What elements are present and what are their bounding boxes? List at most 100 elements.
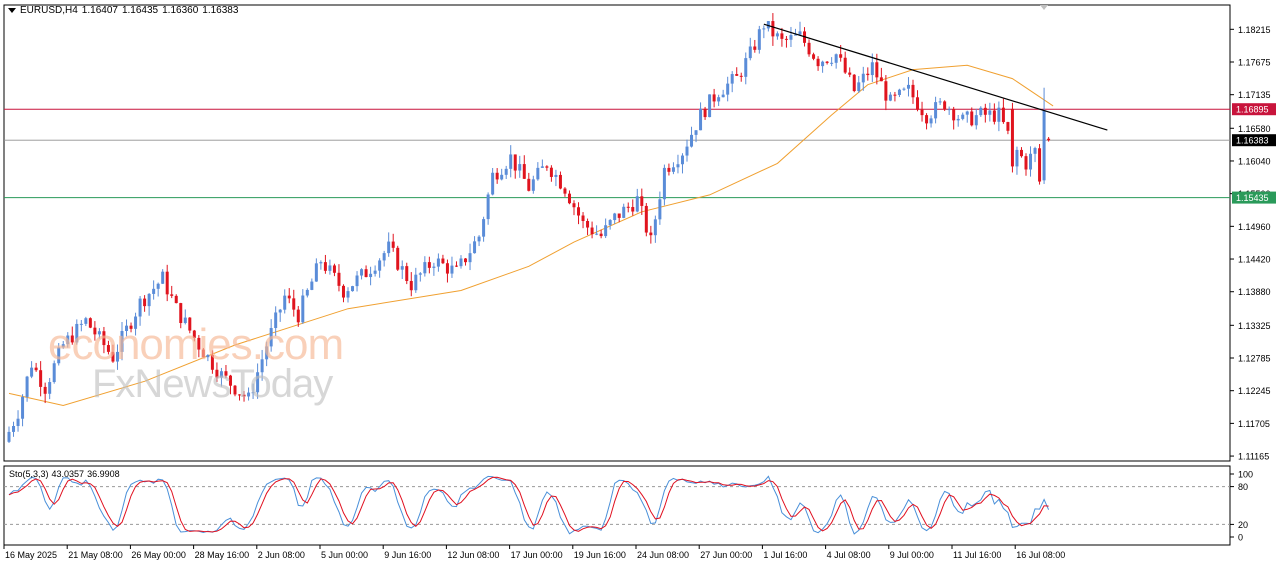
candle-body [319,262,323,264]
candle-body [721,94,725,98]
candle-body [798,31,802,35]
candle [545,165,549,171]
candle-body [911,84,915,98]
candle-body [852,74,856,92]
candle-body [567,193,571,204]
candle [125,319,129,337]
candle-body [875,62,879,78]
candle-body [685,146,689,156]
candle-body [1006,122,1010,131]
candle [260,349,264,381]
candle-body [274,312,278,329]
candle-body [581,215,585,222]
candle-body [156,283,160,289]
resistance-badge-label: 1.16895 [1236,105,1269,115]
candle [690,126,694,148]
candle-body [138,298,142,317]
trendline [763,23,1108,131]
scroll-marker-icon [1040,5,1048,10]
candle [129,322,133,333]
candle [332,263,336,277]
candle-body [789,35,793,40]
candle [387,232,391,257]
candle [947,106,951,115]
candle [685,139,689,162]
candle [1006,121,1010,135]
candle-body [183,317,187,324]
candle [554,169,558,187]
candle-body [30,367,34,377]
candle-body [66,335,70,345]
candle [703,106,707,120]
candle [897,88,901,98]
candle-body [323,262,327,271]
candle-body [134,316,138,329]
time-tick-label: 26 May 00:00 [131,550,186,560]
candle [79,319,83,332]
candle [843,51,847,74]
candle-body [586,221,590,228]
price-tick-label: 1.13325 [1238,321,1271,331]
candle [902,87,906,91]
candle [188,317,192,334]
candle-body [400,266,404,270]
candle-body [414,274,418,291]
candle-body [450,265,454,274]
candle [48,377,52,400]
time-tick-label: 17 Jun 00:00 [511,550,563,560]
candle-body [468,253,472,263]
candle [789,26,793,48]
candle [120,322,124,361]
candle-body [364,269,368,278]
candle-body [482,219,486,237]
candle-body [120,330,124,352]
candle-body [753,46,757,50]
candle [373,265,377,277]
candle-body [201,349,205,358]
candle [84,316,88,327]
candle-body [965,111,969,115]
candle-body [48,382,52,394]
candle-body [1047,138,1051,141]
candle-body [1033,148,1037,154]
candle [717,94,721,107]
candle [540,159,544,169]
candle [341,284,345,303]
time-tick-label: 21 May 08:00 [68,550,123,560]
candle [866,67,870,81]
candle [992,103,996,125]
candle-body [518,164,522,171]
candle-body [699,108,703,131]
candle [147,293,151,316]
candle [1010,102,1014,173]
candle-body [549,167,553,177]
candle [744,52,748,85]
candle [369,266,373,286]
candle-body [703,108,707,118]
candle-body [25,376,29,397]
candle-body [351,286,355,292]
price-badge [1232,134,1276,147]
candle [233,385,237,397]
price-tick-label: 1.12785 [1238,354,1271,364]
candle [884,75,888,111]
chevron-down-icon[interactable] [8,7,16,13]
candle [775,31,779,40]
candle-body [527,178,531,191]
candle-body [992,110,996,122]
candle [215,362,219,382]
candle [929,115,933,128]
candle [473,236,477,254]
candle [418,272,422,282]
candle [436,253,440,272]
candle-body [554,174,558,177]
candle [572,200,576,216]
candle [730,71,734,93]
candle-body [170,294,174,296]
candle [328,259,332,275]
candle [920,101,924,122]
candle-body [310,281,314,290]
candle [830,57,834,67]
candle [925,113,929,130]
